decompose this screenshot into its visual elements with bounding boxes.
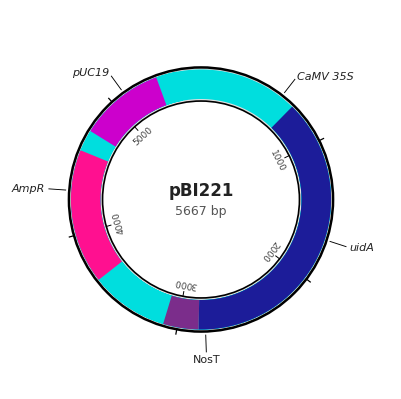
Text: pBI221: pBI221 <box>168 182 233 200</box>
Text: 5000: 5000 <box>132 125 155 148</box>
Text: 1000: 1000 <box>267 149 286 174</box>
Text: CaMV 35S: CaMV 35S <box>296 71 353 81</box>
Text: uidA: uidA <box>348 243 373 253</box>
Polygon shape <box>69 67 332 332</box>
Polygon shape <box>163 296 198 330</box>
Text: 4000: 4000 <box>111 211 126 235</box>
Text: 5667 bp: 5667 bp <box>175 205 226 218</box>
Text: AmpR: AmpR <box>12 184 45 194</box>
Text: NosT: NosT <box>192 356 220 365</box>
Text: 2000: 2000 <box>258 239 279 263</box>
Text: pUC19: pUC19 <box>72 68 109 78</box>
Polygon shape <box>71 69 330 330</box>
Polygon shape <box>71 150 122 280</box>
Text: 3000: 3000 <box>173 277 197 290</box>
Polygon shape <box>90 77 166 147</box>
Polygon shape <box>198 107 330 330</box>
